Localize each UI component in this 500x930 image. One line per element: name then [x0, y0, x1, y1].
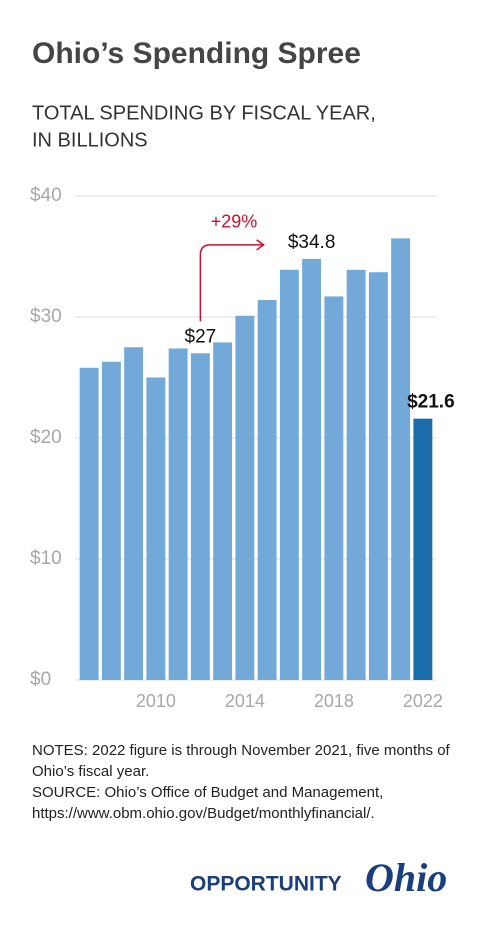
- chart-title: Ohio’s Spending Spree: [32, 37, 361, 70]
- y-tick-label: $40: [30, 185, 62, 206]
- bar: [124, 347, 144, 680]
- bar: [235, 315, 255, 680]
- bar: [368, 272, 388, 680]
- y-tick-label: $20: [30, 427, 62, 448]
- bar: [346, 269, 366, 680]
- source: SOURCE: Ohio’s Office of Budget and Mana…: [32, 784, 384, 822]
- x-tick-label: 2022: [403, 691, 443, 711]
- bar: [146, 377, 166, 680]
- bar: [302, 258, 322, 680]
- value-label: $34.8: [288, 232, 336, 253]
- x-tick-label: 2010: [136, 691, 176, 711]
- value-label: $21.6: [407, 392, 455, 413]
- bar: [324, 296, 344, 680]
- x-tick-label: 2014: [225, 691, 265, 711]
- bar: [79, 367, 99, 680]
- bar: [168, 348, 188, 680]
- annotation-arrowhead: [256, 239, 265, 251]
- chart-subtitle: TOTAL SPENDING BY FISCAL YEAR,: [32, 102, 376, 124]
- bar: [279, 269, 299, 680]
- bar: [257, 300, 277, 680]
- value-label: $27: [185, 326, 217, 347]
- bar: [101, 361, 121, 680]
- y-tick-label: $30: [30, 306, 62, 327]
- logo-script: Ohio: [365, 855, 447, 900]
- annotation: +29%: [211, 212, 258, 232]
- bar: [190, 353, 210, 680]
- logo-word: OPPORTUNITY: [190, 873, 342, 896]
- annotation-arrow: [199, 244, 264, 322]
- x-tick-label: 2018: [314, 691, 354, 711]
- y-tick-label: $10: [30, 548, 62, 569]
- y-tick-label: $0: [30, 669, 51, 690]
- notes: NOTES: 2022 figure is through November 2…: [32, 742, 450, 780]
- bar: [413, 418, 433, 680]
- bar: [391, 238, 411, 680]
- bar: [213, 342, 233, 680]
- chart-subtitle: IN BILLIONS: [32, 129, 148, 151]
